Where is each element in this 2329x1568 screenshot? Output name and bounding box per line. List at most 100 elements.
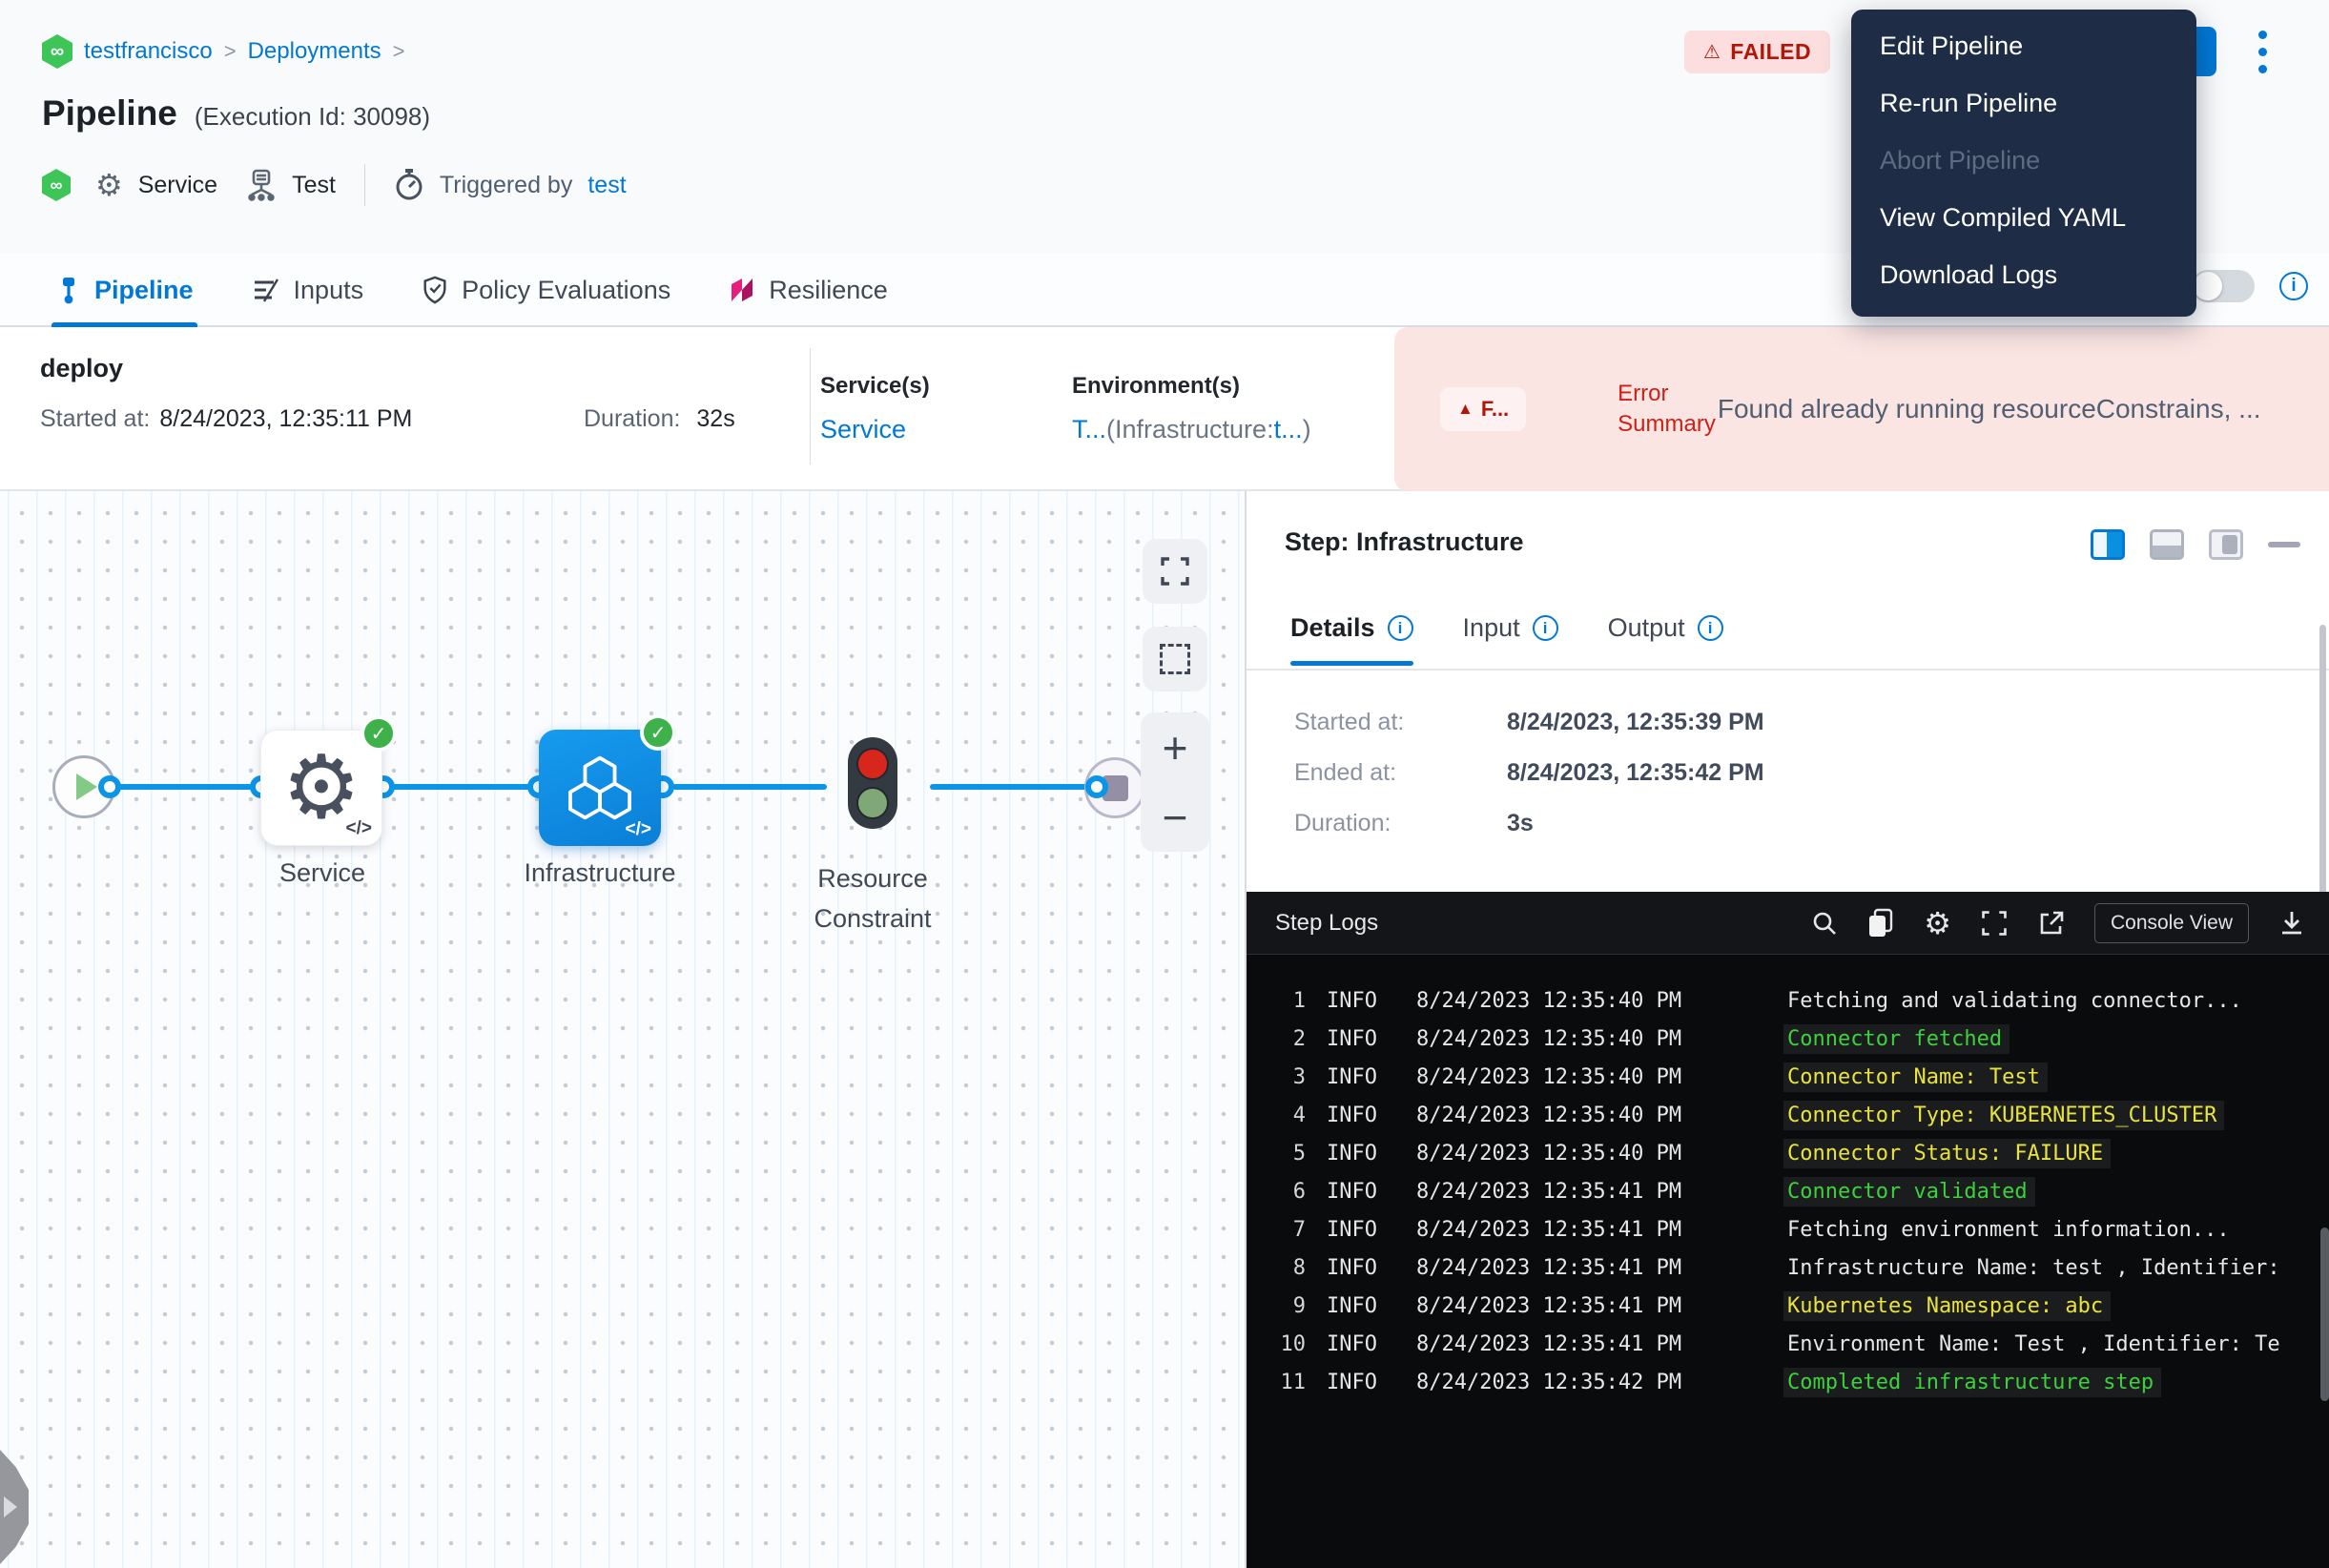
success-check-badge: ✓: [640, 714, 676, 751]
tab-resilience[interactable]: Resilience: [728, 253, 888, 327]
warning-icon: ▲: [1457, 400, 1474, 419]
pipeline-icon: [55, 276, 82, 304]
error-summary-panel: ▲ F... Error Summary Found already runni…: [1394, 327, 2329, 491]
expand-icon: [1159, 555, 1191, 588]
log-line: 9INFO8/24/2023 12:35:41 PMKubernetes Nam…: [1247, 1287, 2329, 1325]
harness-cd-icon: ∞: [42, 169, 71, 201]
copy-logs-icon[interactable]: [1866, 908, 1895, 939]
node-service[interactable]: ⚙ ✓ </>: [260, 730, 382, 846]
console-view-button[interactable]: Console View: [2094, 903, 2249, 943]
breadcrumb-project-link[interactable]: testfrancisco: [84, 38, 213, 65]
stage-name[interactable]: deploy: [40, 354, 123, 383]
zoom-out-button[interactable]: −: [1163, 795, 1188, 839]
error-summary-message[interactable]: Found already running resourceConstrains…: [1718, 394, 2261, 424]
tab-input-label: Input: [1463, 613, 1520, 643]
scrollbar[interactable]: [2320, 1228, 2329, 1401]
duration-value: 3s: [1507, 810, 1534, 837]
log-line: 7INFO8/24/2023 12:35:41 PMFetching envir…: [1247, 1210, 2329, 1248]
node-infrastructure-label: Infrastructure: [505, 858, 695, 888]
info-icon[interactable]: i: [1533, 615, 1558, 641]
port: [98, 775, 121, 798]
edge-service-infrastructure: [381, 784, 542, 790]
tab-output[interactable]: Output i: [1608, 613, 1723, 666]
environment-infra-text: (Infrastructure:: [1106, 415, 1274, 444]
scrollbar[interactable]: [2319, 625, 2326, 901]
page-title: Pipeline: [42, 93, 177, 134]
error-badge-text: F...: [1481, 397, 1509, 422]
started-at-label: Started at:: [1294, 709, 1461, 736]
environment-entity-label[interactable]: Test: [292, 172, 336, 199]
status-text: FAILED: [1730, 39, 1811, 65]
layout-right-drawer-icon[interactable]: [2209, 529, 2243, 560]
fit-to-screen-button[interactable]: [1143, 539, 1207, 604]
menu-item-download-logs[interactable]: Download Logs: [1851, 246, 2196, 303]
zoom-in-button[interactable]: +: [1163, 726, 1188, 770]
inputs-icon: [251, 276, 281, 304]
log-settings-gear-icon[interactable]: ⚙: [1924, 905, 1951, 941]
tab-inputs-label: Inputs: [294, 276, 364, 305]
log-line: 10INFO8/24/2023 12:35:41 PMEnvironment N…: [1247, 1325, 2329, 1363]
triggered-by-label: Triggered by: [440, 172, 572, 199]
environment-link[interactable]: T...: [1072, 415, 1106, 444]
open-in-new-tab-icon[interactable]: [2037, 909, 2066, 938]
chevron-right-icon: [4, 1496, 17, 1517]
stopwatch-icon: [394, 168, 424, 202]
started-at-value: 8/24/2023, 12:35:11 PM: [159, 405, 412, 433]
log-lines[interactable]: 1INFO8/24/2023 12:35:40 PMFetching and v…: [1247, 955, 2329, 1568]
info-icon[interactable]: i: [2279, 272, 2308, 300]
tab-policy-evaluations[interactable]: Policy Evaluations: [421, 253, 670, 327]
breadcrumb: ∞ testfrancisco > Deployments >: [42, 34, 405, 69]
stage-summary-bar: deploy Started at: 8/24/2023, 12:35:11 P…: [0, 327, 2329, 491]
search-logs-icon[interactable]: [1811, 910, 1838, 937]
tab-input[interactable]: Input i: [1463, 613, 1558, 666]
view-toggle[interactable]: [2192, 270, 2255, 302]
log-line: 11INFO8/24/2023 12:35:42 PMCompleted inf…: [1247, 1363, 2329, 1401]
menu-item-view-compiled-yaml[interactable]: View Compiled YAML: [1851, 189, 2196, 246]
node-service-label: Service: [227, 858, 418, 888]
play-icon: [76, 774, 97, 800]
info-icon[interactable]: i: [1388, 615, 1413, 641]
menu-item-edit-pipeline[interactable]: Edit Pipeline: [1851, 17, 2196, 74]
triggered-by-user-link[interactable]: test: [587, 172, 626, 199]
execution-id: (Execution Id: 30098): [195, 102, 430, 132]
layout-split-horizontal-icon[interactable]: [2150, 529, 2184, 560]
tab-output-label: Output: [1608, 613, 1685, 643]
info-icon[interactable]: i: [1698, 615, 1723, 641]
tab-policy-evaluations-label: Policy Evaluations: [462, 276, 670, 305]
service-gear-icon: ⚙: [95, 167, 123, 203]
traffic-light-red: [856, 748, 889, 780]
pipeline-graph-canvas[interactable]: ⚙ ✓ </> Service ✓ </> Infrastructure Res…: [0, 491, 1245, 1568]
tab-details[interactable]: Details i: [1290, 613, 1413, 666]
layout-split-vertical-icon[interactable]: [2091, 529, 2125, 560]
download-logs-icon[interactable]: [2277, 909, 2306, 938]
shield-check-icon: [421, 275, 449, 305]
breadcrumb-deployments-link[interactable]: Deployments: [248, 38, 381, 65]
resilience-chaos-icon: [728, 276, 756, 304]
node-resource-constraint[interactable]: [848, 737, 897, 829]
divider: [1247, 669, 2329, 671]
node-infrastructure[interactable]: ✓ </>: [539, 730, 661, 846]
marquee-select-button[interactable]: [1143, 627, 1207, 691]
error-summary-label: Error Summary: [1618, 379, 1716, 440]
error-status-badge: ▲ F...: [1440, 387, 1526, 431]
fullscreen-logs-icon[interactable]: [1980, 909, 2009, 938]
service-entity-label[interactable]: Service: [138, 172, 217, 199]
warning-icon: ⚠: [1703, 40, 1721, 64]
node-resource-constraint-label: Resource Constraint: [777, 858, 968, 939]
tab-pipeline[interactable]: Pipeline: [55, 253, 194, 327]
service-link[interactable]: Service: [820, 415, 930, 444]
minimize-panel-button[interactable]: [2268, 542, 2300, 547]
port: [1085, 775, 1108, 798]
status-badge: ⚠ FAILED: [1684, 31, 1830, 73]
left-panel-expander[interactable]: [0, 1450, 29, 1564]
tab-inputs[interactable]: Inputs: [251, 253, 364, 327]
more-options-kebab-icon[interactable]: [2243, 25, 2281, 78]
services-header: Service(s): [820, 373, 930, 400]
infrastructure-link[interactable]: t...: [1274, 415, 1303, 444]
detail-row-started: Started at: 8/24/2023, 12:35:39 PM: [1294, 709, 1764, 736]
edge-infrastructure-constraint: [672, 784, 827, 790]
menu-item-rerun-pipeline[interactable]: Re-run Pipeline: [1851, 74, 2196, 132]
step-logs-console: Step Logs ⚙ Console View: [1247, 892, 2329, 1568]
breadcrumb-separator: >: [224, 39, 237, 64]
ended-at-value: 8/24/2023, 12:35:42 PM: [1507, 759, 1764, 787]
